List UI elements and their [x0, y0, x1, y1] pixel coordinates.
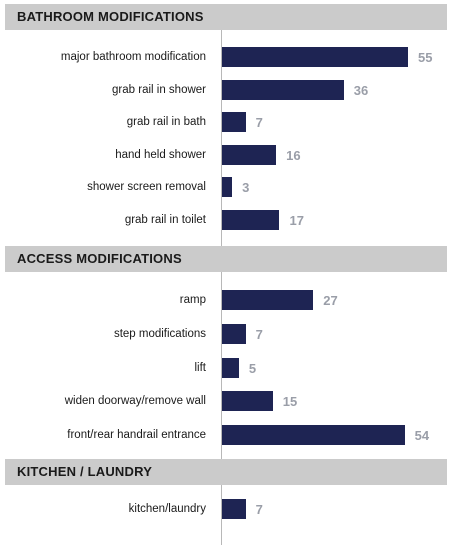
value-label: 5	[248, 360, 257, 376]
axis-line	[221, 272, 222, 459]
value-label: 7	[255, 502, 263, 517]
category-label: major bathroom modification	[60, 51, 206, 63]
category-label: shower screen removal	[87, 181, 206, 194]
section-header: KITCHEN / LAUNDRY	[5, 459, 447, 485]
bar	[222, 144, 277, 165]
bar	[222, 357, 239, 378]
bar	[222, 391, 273, 412]
section-header: ACCESS MODIFICATIONS	[5, 246, 447, 272]
value-label: 54	[414, 428, 430, 444]
category-label: step modifications	[113, 327, 206, 340]
value-label: 17	[289, 213, 304, 228]
value-label: 55	[418, 50, 433, 65]
section-header: BATHROOM MODIFICATIONS	[5, 4, 447, 30]
value-label: 7	[255, 115, 263, 131]
section-title: BATHROOM MODIFICATIONS	[17, 9, 204, 24]
bar	[222, 210, 280, 230]
category-label: ramp	[179, 294, 206, 306]
bar	[222, 47, 408, 67]
bar	[222, 499, 246, 519]
bar	[222, 79, 344, 100]
category-label: grab rail in shower	[112, 83, 206, 96]
bar	[222, 425, 405, 446]
bar	[222, 112, 246, 133]
bar	[222, 290, 314, 310]
value-label: 27	[323, 293, 338, 308]
value-label: 16	[286, 147, 301, 163]
value-label: 7	[255, 326, 263, 342]
value-label: 36	[353, 82, 369, 98]
value-label: 15	[282, 394, 298, 410]
category-label: hand held shower	[115, 148, 206, 161]
category-label: grab rail in toilet	[124, 214, 206, 226]
bar	[222, 323, 246, 344]
section-title: KITCHEN / LAUNDRY	[17, 464, 153, 479]
category-label: lift	[194, 361, 207, 374]
section-title: ACCESS MODIFICATIONS	[17, 251, 182, 266]
category-label: widen doorway/remove wall	[64, 395, 206, 408]
bar	[222, 177, 233, 198]
category-label: front/rear handrail entrance	[67, 429, 206, 442]
category-label: grab rail in bath	[126, 116, 206, 129]
axis-line	[221, 30, 222, 246]
value-label: 3	[242, 180, 250, 196]
category-label: kitchen/laundry	[128, 503, 206, 515]
axis-line	[221, 485, 222, 545]
